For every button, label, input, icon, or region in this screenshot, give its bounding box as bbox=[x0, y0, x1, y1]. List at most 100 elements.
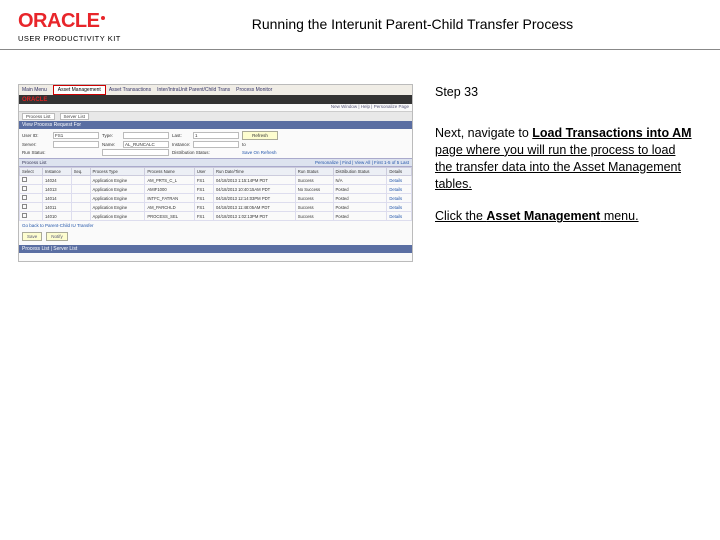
table-cell: 04/18/2013 10:40:15AM PDT bbox=[213, 185, 295, 194]
input-last[interactable]: 1 bbox=[193, 132, 239, 139]
table-cell: 04/18/2013 12:14:03PM PDT bbox=[213, 194, 295, 203]
table-cell[interactable]: Details bbox=[387, 176, 412, 185]
table-cell: 14013 bbox=[42, 185, 71, 194]
table-cell bbox=[20, 194, 43, 203]
breadcrumb-main[interactable]: Main Menu bbox=[22, 87, 47, 93]
table-cell: N/A bbox=[333, 176, 387, 185]
instruction-para-1: Next, navigate to Load Transactions into… bbox=[435, 125, 693, 193]
table-row: 14014 Application EngineINTFC_FATRANFS104… bbox=[20, 194, 412, 203]
table-cell: Posted bbox=[333, 194, 387, 203]
app-sublinks[interactable]: New Window | Help | Personalize Page bbox=[19, 104, 412, 112]
grid-header-bar: Process List Personalize | Find | View A… bbox=[19, 158, 412, 167]
header-title: Running the Interunit Parent-Child Trans… bbox=[121, 10, 704, 32]
table-header-row: SelectInstanceSeq.Process TypeProcess Na… bbox=[20, 168, 412, 176]
table-cell: 14010 bbox=[42, 212, 71, 221]
label-instance: Instance: bbox=[172, 142, 190, 147]
footer-links: Go back to Parent-Child IU Transfer bbox=[19, 221, 412, 230]
table-cell: Posted bbox=[333, 185, 387, 194]
table-cell: 14024 bbox=[42, 176, 71, 185]
table-cell[interactable]: Details bbox=[387, 185, 412, 194]
table-cell[interactable]: Details bbox=[387, 194, 412, 203]
breadcrumb-transactions[interactable]: Asset Transactions bbox=[109, 87, 151, 93]
table-cell: AMIF1000 bbox=[145, 185, 195, 194]
table-row: 14011Application EngineAM_PARCHLDFS104/1… bbox=[20, 203, 412, 212]
tab-process-list[interactable]: Process List bbox=[22, 113, 55, 120]
table-cell: FS1 bbox=[194, 176, 213, 185]
content-area: Main Menu Asset Management Asset Transac… bbox=[0, 50, 720, 262]
oracle-logo-block: ORACLE USER PRODUCTIVITY KIT bbox=[18, 10, 121, 43]
table-cell: Application Engine bbox=[90, 212, 145, 221]
table-cell: Posted bbox=[333, 212, 387, 221]
table-cell bbox=[71, 194, 90, 203]
table-cell: FS1 bbox=[194, 194, 213, 203]
p2-suffix: menu. bbox=[600, 209, 638, 223]
breadcrumb-bar: Main Menu Asset Management Asset Transac… bbox=[19, 85, 412, 95]
table-cell: INTFC_FATRAN bbox=[145, 194, 195, 203]
label-userid: User ID: bbox=[22, 133, 50, 138]
table-cell: 14014 bbox=[42, 194, 71, 203]
save-button[interactable]: Save bbox=[22, 232, 42, 241]
table-row: 14024 Application EngineAM_PRTS_C_LFS104/… bbox=[20, 176, 412, 185]
notify-button[interactable]: Notify bbox=[46, 232, 68, 241]
input-instance[interactable] bbox=[193, 141, 239, 148]
label-last: Last: bbox=[172, 133, 190, 138]
table-col-header: Run Date/Time bbox=[213, 168, 295, 176]
table-col-header: Seq. bbox=[71, 168, 90, 176]
breadcrumb-asset-mgmt[interactable]: Asset Management bbox=[53, 85, 106, 95]
app-screenshot: Main Menu Asset Management Asset Transac… bbox=[18, 84, 413, 262]
p2-prefix: Click the bbox=[435, 209, 486, 223]
input-name[interactable]: AL_RUNCALC bbox=[123, 141, 169, 148]
table-cell: Posted bbox=[333, 203, 387, 212]
table-cell bbox=[20, 185, 43, 194]
p1-bold: Load Transactions into AM bbox=[532, 126, 691, 140]
table-cell[interactable]: Details bbox=[387, 212, 412, 221]
input-runstatus[interactable] bbox=[102, 149, 169, 156]
filter-form: User ID: FS1 Type: Last: 1 Refresh Serve… bbox=[19, 129, 412, 158]
footer-tabs[interactable]: Process List | Server List bbox=[19, 245, 412, 253]
breadcrumb-transfer[interactable]: Inter/IntraUnit Parent/Child Trans bbox=[157, 87, 230, 93]
table-cell bbox=[71, 212, 90, 221]
table-col-header: Instance bbox=[42, 168, 71, 176]
footer-buttons: Save Notify bbox=[19, 230, 412, 243]
input-server[interactable] bbox=[53, 141, 99, 148]
table-cell: Application Engine bbox=[90, 194, 145, 203]
table-cell: 14011 bbox=[42, 203, 71, 212]
p1-suffix: page where you will run the process to l… bbox=[435, 143, 681, 191]
table-cell: 04/18/2013 1:15:14PM PDT bbox=[213, 176, 295, 185]
table-col-header: Process Name bbox=[145, 168, 195, 176]
go-back-link[interactable]: Go back to Parent-Child IU Transfer bbox=[22, 223, 94, 228]
table-cell bbox=[71, 185, 90, 194]
table-cell: Success bbox=[295, 194, 333, 203]
table-cell[interactable]: Details bbox=[387, 203, 412, 212]
table-cell: FS1 bbox=[194, 212, 213, 221]
table-cell: Success bbox=[295, 203, 333, 212]
table-cell: Application Engine bbox=[90, 176, 145, 185]
page-header: ORACLE USER PRODUCTIVITY KIT Running the… bbox=[0, 0, 720, 50]
label-runstatus: Run Status: bbox=[22, 150, 99, 155]
oracle-logo: ORACLE bbox=[18, 10, 121, 33]
table-cell bbox=[71, 203, 90, 212]
p1-prefix: Next, navigate to bbox=[435, 126, 532, 140]
label-type: Type: bbox=[102, 133, 120, 138]
table-col-header: Process Type bbox=[90, 168, 145, 176]
table-col-header: User bbox=[194, 168, 213, 176]
table-cell: AM_PRTS_C_L bbox=[145, 176, 195, 185]
table-col-header: Select bbox=[20, 168, 43, 176]
table-cell: Success bbox=[295, 212, 333, 221]
table-cell bbox=[71, 176, 90, 185]
label-name: Name: bbox=[102, 142, 120, 147]
refresh-button[interactable]: Refresh bbox=[242, 131, 278, 140]
app-brand-text: ORACLE bbox=[22, 97, 47, 103]
save-on-refresh-link[interactable]: Save On Refresh bbox=[242, 150, 278, 155]
breadcrumb-procmon[interactable]: Process Monitor bbox=[236, 87, 272, 93]
grid-meta-links[interactable]: Personalize | Find | View All | First 1-… bbox=[315, 160, 409, 165]
input-userid[interactable]: FS1 bbox=[53, 132, 99, 139]
section-view-request: View Process Request For bbox=[19, 121, 412, 129]
label-to: to bbox=[242, 142, 278, 147]
tab-server-list[interactable]: Server List bbox=[60, 113, 90, 120]
table-cell bbox=[20, 176, 43, 185]
table-cell: No Success bbox=[295, 185, 333, 194]
logo-subtitle: USER PRODUCTIVITY KIT bbox=[18, 34, 121, 43]
input-type[interactable] bbox=[123, 132, 169, 139]
app-brand-bar: ORACLE bbox=[19, 95, 412, 104]
